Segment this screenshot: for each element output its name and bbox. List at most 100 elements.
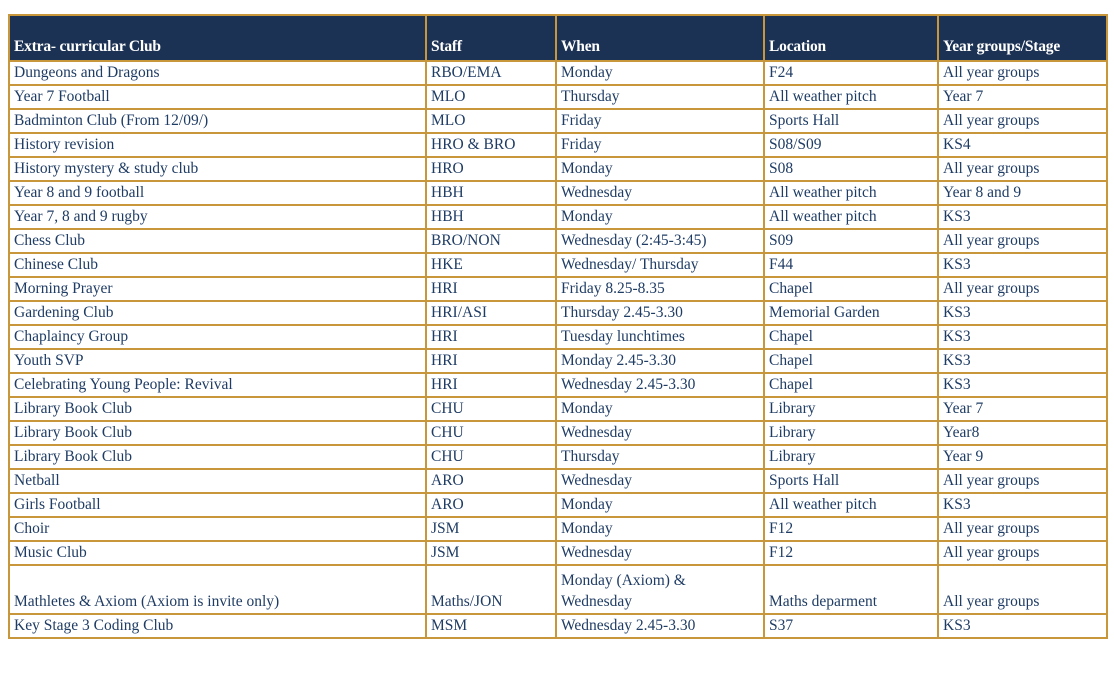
table-cell-year: Year 8 and 9 (937, 180, 1108, 206)
table-cell-location: Sports Hall (763, 108, 939, 134)
table-cell-location: Maths deparment (763, 564, 939, 615)
table-cell-location: Chapel (763, 348, 939, 374)
table-cell-location: Chapel (763, 372, 939, 398)
table-cell-when: Thursday 2.45-3.30 (555, 300, 765, 326)
table-cell-location: Sports Hall (763, 468, 939, 494)
table-row: Year 7, 8 and 9 rugby HBH Monday All weathe… (8, 204, 1108, 230)
table-cell-year: Year8 (937, 420, 1108, 446)
table-cell-club: Key Stage 3 Coding Club (8, 613, 427, 639)
table-cell-year: KS3 (937, 252, 1108, 278)
table-cell-year: Year 7 (937, 396, 1108, 422)
table-cell-year: All year groups (937, 468, 1108, 494)
table-row: Chaplaincy Group HRI Tuesday lunchtimes Cha… (8, 324, 1108, 350)
column-header-year: Year groups/Stage (937, 14, 1108, 62)
table-cell-location: S37 (763, 613, 939, 639)
table-cell-club: Chinese Club (8, 252, 427, 278)
table-cell-location: Chapel (763, 324, 939, 350)
table-cell-when: Thursday (555, 84, 765, 110)
table-cell-year: All year groups (937, 276, 1108, 302)
table-cell-staff: Maths/JON (425, 564, 557, 615)
table-cell-staff: HRI/ASI (425, 300, 557, 326)
table-cell-club: Gardening Club (8, 300, 427, 326)
table-cell-club: Year 7, 8 and 9 rugby (8, 204, 427, 230)
column-header-location: Location (763, 14, 939, 62)
table-cell-location: Library (763, 444, 939, 470)
table-cell-staff: JSM (425, 540, 557, 566)
table-cell-staff: CHU (425, 444, 557, 470)
table-cell-year: All year groups (937, 228, 1108, 254)
table-row: Gardening Club HRI/ASI Thursday 2.45-3.30 M… (8, 300, 1108, 326)
table-cell-when: Wednesday 2.45-3.30 (555, 372, 765, 398)
table-row: Year 8 and 9 football HBH Wednesday All wea… (8, 180, 1108, 206)
table-row: Girls Football ARO Monday All weather pitch… (8, 492, 1108, 518)
table-cell-club: Youth SVP (8, 348, 427, 374)
table-cell-year: All year groups (937, 564, 1108, 615)
table-cell-when: Wednesday 2.45-3.30 (555, 613, 765, 639)
table-cell-year: All year groups (937, 516, 1108, 542)
table-cell-staff: HBH (425, 180, 557, 206)
table-cell-when: Wednesday (555, 420, 765, 446)
table-cell-location: F12 (763, 540, 939, 566)
table-cell-staff: HKE (425, 252, 557, 278)
table-cell-location: S09 (763, 228, 939, 254)
table-cell-staff: HRI (425, 348, 557, 374)
table-cell-year: KS3 (937, 300, 1108, 326)
table-cell-year: KS3 (937, 372, 1108, 398)
table-cell-staff: ARO (425, 468, 557, 494)
table-cell-staff: BRO/NON (425, 228, 557, 254)
table-cell-when: Friday 8.25-8.35 (555, 276, 765, 302)
table-cell-staff: HRI (425, 324, 557, 350)
table-cell-location: All weather pitch (763, 492, 939, 518)
table-cell-year: KS3 (937, 492, 1108, 518)
table-cell-staff: HRO (425, 156, 557, 182)
table-cell-location: F44 (763, 252, 939, 278)
table-row: Youth SVP HRI Monday 2.45-3.30 Chapel KS3 (8, 348, 1108, 374)
table-cell-when: Monday (555, 396, 765, 422)
column-header-when: When (555, 14, 765, 62)
table-cell-location: S08/S09 (763, 132, 939, 158)
table-row: Dungeons and Dragons RBO/EMA Monday F24 All … (8, 60, 1108, 86)
table-cell-location: Library (763, 420, 939, 446)
table-cell-club: Choir (8, 516, 427, 542)
clubs-table: Extra- curricular Club Staff When Location Y… (8, 14, 1108, 639)
table-cell-year: KS4 (937, 132, 1108, 158)
table-row: Music Club JSM Wednesday F12 All year groups (8, 540, 1108, 566)
table-cell-year: Year 7 (937, 84, 1108, 110)
table-row: Library Book Club CHU Wednesday Library Year… (8, 420, 1108, 446)
table-row: Badminton Club (From 12/09/) MLO Friday Spo… (8, 108, 1108, 134)
table-row: Celebrating Young People: Revival HRI Wedn… (8, 372, 1108, 398)
table-cell-club: Mathletes & Axiom (Axiom is invite only) (8, 564, 427, 615)
table-cell-location: All weather pitch (763, 84, 939, 110)
table-cell-club: Chaplaincy Group (8, 324, 427, 350)
table-cell-when: Thursday (555, 444, 765, 470)
table-cell-club: Chess Club (8, 228, 427, 254)
header-row: Extra- curricular Club Staff When Location Y… (8, 14, 1108, 62)
table-cell-location: Memorial Garden (763, 300, 939, 326)
table-cell-location: All weather pitch (763, 204, 939, 230)
table-cell-year: Year 9 (937, 444, 1108, 470)
table-cell-staff: HRO & BRO (425, 132, 557, 158)
table-cell-when: Wednesday (2:45-3:45) (555, 228, 765, 254)
table-cell-staff: MSM (425, 613, 557, 639)
table-cell-staff: CHU (425, 420, 557, 446)
table-cell-year: KS3 (937, 348, 1108, 374)
table-row: Chinese Club HKE Wednesday/ Thursday F44 KS3 (8, 252, 1108, 278)
table-cell-staff: RBO/EMA (425, 60, 557, 86)
table-cell-club: Morning Prayer (8, 276, 427, 302)
table-cell-year: KS3 (937, 324, 1108, 350)
table-row: Library Book Club CHU Monday Library Year 7 (8, 396, 1108, 422)
table-cell-club: Music Club (8, 540, 427, 566)
table-cell-staff: HRI (425, 276, 557, 302)
table-cell-when: Wednesday/ Thursday (555, 252, 765, 278)
table-cell-club: Celebrating Young People: Revival (8, 372, 427, 398)
table-cell-staff: HBH (425, 204, 557, 230)
table-cell-staff: CHU (425, 396, 557, 422)
table-cell-location: All weather pitch (763, 180, 939, 206)
table-cell-club: Netball (8, 468, 427, 494)
table-row: Netball ARO Wednesday Sports Hall All year g… (8, 468, 1108, 494)
table-cell-when: Monday (555, 60, 765, 86)
table-cell-year: KS3 (937, 204, 1108, 230)
column-header-staff: Staff (425, 14, 557, 62)
table-row: Mathletes & Axiom (Axiom is invite only)… (8, 564, 1108, 615)
